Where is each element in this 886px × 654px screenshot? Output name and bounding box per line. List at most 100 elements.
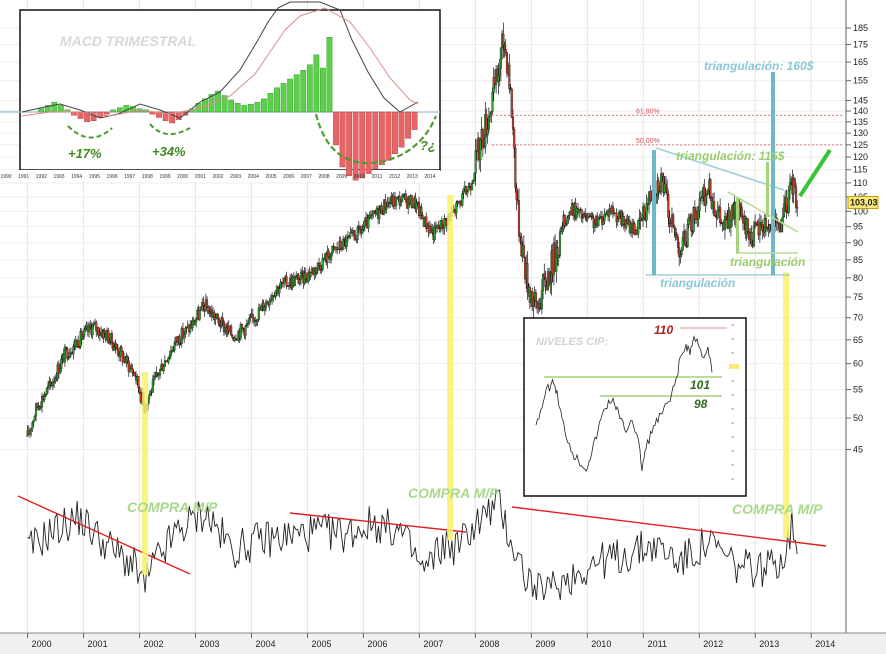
- candle-body: [33, 415, 36, 421]
- candle-body: [293, 277, 297, 286]
- ytick-label-95: 95: [853, 222, 863, 232]
- candle-body: [440, 219, 443, 228]
- candle-body: [399, 201, 403, 206]
- cip-inset: NIVELES CIP: 110 101 98: [523, 317, 747, 497]
- candle-body: [304, 272, 307, 280]
- macd-bar: [280, 83, 287, 113]
- macd-xtick-1992: 1992: [36, 174, 47, 180]
- candle-body: [195, 318, 198, 322]
- macd-bar: [398, 111, 405, 148]
- macd-bar: [77, 111, 84, 119]
- candle-body: [321, 258, 324, 270]
- xtick-label-2007: 2007: [423, 639, 443, 649]
- osc-trendline-2: [289, 512, 467, 533]
- ytick-label-115: 115: [853, 165, 867, 175]
- macd-bar: [313, 54, 320, 113]
- macd-bar: [365, 111, 372, 174]
- candle-body: [540, 290, 543, 310]
- candle-body: [622, 216, 625, 225]
- oscillator-series: [27, 489, 798, 601]
- macd-bar: [261, 98, 267, 113]
- candle-body: [437, 225, 440, 229]
- cip-frame: [523, 317, 747, 497]
- candle-body: [681, 237, 684, 251]
- xtick-label-2006: 2006: [367, 639, 387, 649]
- xtick-label-2000: 2000: [32, 639, 52, 649]
- triangle-green-label: triangulación: [730, 255, 805, 269]
- candle-body: [517, 200, 521, 237]
- macd-bar: [405, 111, 411, 139]
- macd-bar: [320, 67, 326, 113]
- candle-body: [698, 198, 701, 211]
- candle-body: [345, 237, 348, 247]
- candle-body: [538, 303, 541, 309]
- candle-body: [591, 216, 594, 219]
- candle-body: [411, 205, 415, 208]
- candle-body: [504, 49, 507, 53]
- candle-body: [526, 262, 529, 293]
- candle-body: [315, 268, 318, 274]
- candle-body: [514, 148, 517, 188]
- candle-body: [666, 187, 669, 195]
- candle-body: [272, 295, 275, 297]
- macd-bar: [57, 105, 64, 113]
- candle-body: [339, 240, 342, 249]
- candle-body: [367, 215, 370, 229]
- candle-body: [336, 246, 339, 250]
- candle-body: [543, 274, 546, 278]
- xtick-label-2014: 2014: [815, 639, 835, 649]
- xtick-label-2011: 2011: [648, 639, 667, 649]
- candle-body: [77, 340, 80, 348]
- candle-body: [72, 346, 75, 354]
- gain-label-1: +17%: [68, 146, 102, 161]
- candle-body: [746, 218, 749, 232]
- ytick-label-45: 45: [853, 444, 863, 454]
- candle-body: [51, 382, 54, 387]
- candle-body: [787, 189, 790, 213]
- candle-body: [593, 223, 596, 228]
- buy-signal-bar-2: [783, 272, 790, 538]
- candle-body: [92, 323, 95, 326]
- candle-body: [468, 186, 471, 189]
- candle-body: [362, 226, 365, 230]
- candle-body: [198, 310, 201, 320]
- macd-bar: [306, 64, 313, 113]
- candle-body: [151, 379, 154, 393]
- candle-body: [81, 336, 85, 340]
- candle-body: [716, 210, 719, 219]
- candle-body: [515, 187, 518, 201]
- candle-body: [278, 288, 281, 294]
- candle-body: [32, 420, 35, 423]
- macd-signal-line: [21, 7, 419, 117]
- candle-body: [138, 387, 141, 394]
- macd-bar: [300, 69, 307, 113]
- candle-body: [793, 178, 796, 187]
- candle-body: [234, 337, 238, 341]
- macd-bar: [103, 111, 110, 115]
- candle-body: [729, 220, 733, 228]
- candle-body: [248, 318, 251, 324]
- buy-signal-label-2: COMPRA M/P: [732, 501, 823, 517]
- candle-body: [318, 263, 321, 266]
- ytick-label-60: 60: [853, 359, 863, 369]
- candle-body: [713, 201, 716, 216]
- candle-body: [385, 206, 388, 210]
- candle-body: [295, 276, 298, 278]
- candle-body: [603, 214, 606, 222]
- candle-body: [728, 210, 731, 228]
- ytick-label-125: 125: [853, 140, 868, 150]
- cip-level-label-98: 98: [694, 397, 708, 411]
- candle-body: [740, 207, 743, 218]
- ytick-label-135: 135: [853, 117, 868, 127]
- candle-body: [156, 372, 159, 375]
- macd-bar: [372, 111, 379, 170]
- gain-label-2: +34%: [152, 144, 186, 159]
- candle-body: [461, 193, 464, 206]
- macd-xtick-2009: 2009: [336, 174, 347, 180]
- candle-body: [645, 203, 648, 221]
- projection-label: ?¿: [420, 138, 436, 153]
- candle-body: [564, 223, 568, 226]
- candle-body: [285, 276, 288, 287]
- target-green-label: triangulación: 115$: [676, 149, 785, 163]
- candle-body: [98, 334, 101, 336]
